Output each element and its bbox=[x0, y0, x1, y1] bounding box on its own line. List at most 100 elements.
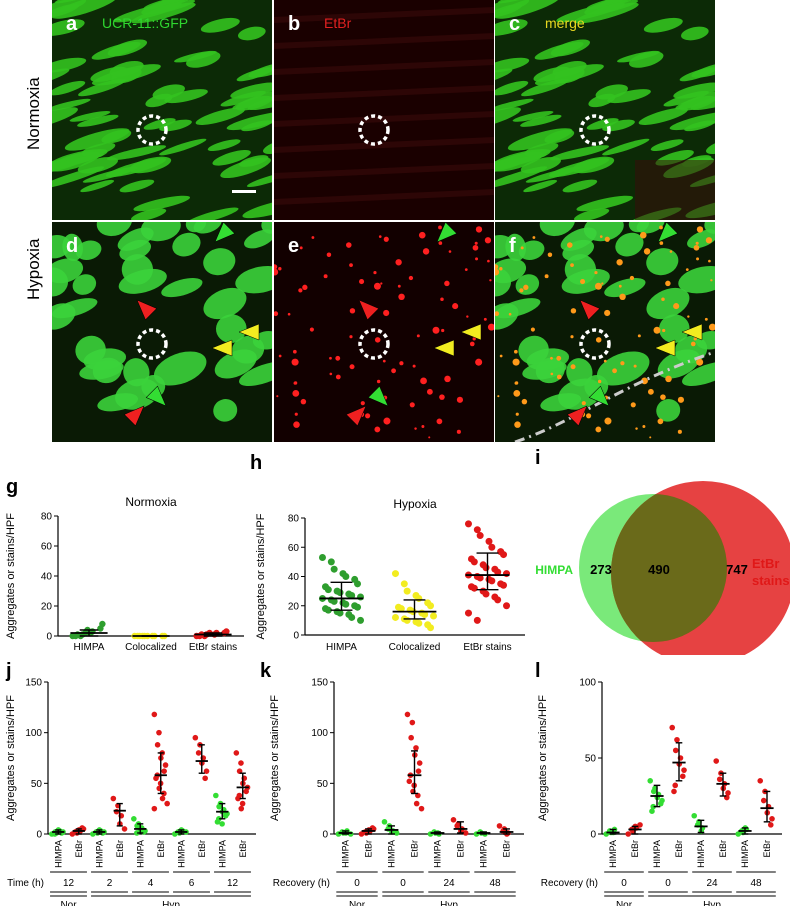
data-point bbox=[767, 822, 774, 828]
venn-label-etbr-line2: stains bbox=[752, 573, 790, 588]
data-point bbox=[131, 816, 137, 822]
data-point bbox=[473, 526, 481, 534]
data-point bbox=[470, 558, 478, 566]
y-tick-label: 0 bbox=[293, 631, 299, 642]
x-tick-label: EtBr bbox=[410, 840, 420, 858]
data-point bbox=[324, 586, 332, 594]
time-value: 12 bbox=[63, 878, 75, 889]
arrowhead bbox=[588, 385, 610, 407]
y-tick-label: 0 bbox=[590, 830, 596, 841]
data-point bbox=[393, 830, 400, 836]
x-tick-label: EtBr bbox=[197, 840, 207, 858]
venn-value-left: 273 bbox=[590, 562, 612, 577]
data-point bbox=[482, 590, 490, 598]
arrowhead bbox=[214, 222, 236, 243]
data-point bbox=[318, 553, 326, 561]
boundary-line bbox=[514, 350, 715, 442]
x-tick-label: HIMPA bbox=[608, 840, 618, 868]
data-point bbox=[354, 580, 362, 588]
y-tick-label: 150 bbox=[311, 678, 328, 689]
arrowhead bbox=[136, 299, 158, 321]
data-point bbox=[415, 594, 423, 602]
x-tick-label: HIMPA bbox=[176, 840, 186, 868]
arrowhead bbox=[436, 222, 458, 243]
venn-overlap bbox=[611, 494, 727, 642]
region-circle bbox=[579, 114, 611, 146]
data-point bbox=[669, 724, 676, 731]
panel-letter-d: d bbox=[66, 235, 78, 257]
data-point bbox=[488, 543, 496, 551]
y-tick-label: 40 bbox=[288, 572, 300, 583]
data-point bbox=[99, 830, 106, 836]
time-label: Time (h) bbox=[7, 878, 44, 889]
data-point bbox=[203, 768, 210, 774]
x-tick-label: EtBr bbox=[456, 840, 466, 858]
venn-value-center: 490 bbox=[648, 562, 670, 577]
panel-letter-b: b bbox=[288, 13, 300, 35]
data-point bbox=[647, 778, 654, 784]
data-point bbox=[500, 551, 508, 559]
panel-letter-c: c bbox=[509, 13, 520, 35]
data-point bbox=[336, 589, 344, 597]
data-point bbox=[769, 816, 775, 822]
time-value: 24 bbox=[443, 878, 455, 889]
data-point bbox=[195, 750, 202, 756]
region-circle bbox=[358, 114, 390, 146]
time-value: 0 bbox=[621, 878, 627, 889]
arrowhead bbox=[211, 339, 233, 357]
venn-label-etbr: EtBr stains bbox=[752, 555, 790, 589]
arrowhead bbox=[657, 222, 679, 243]
panel-caption-c: merge bbox=[545, 15, 585, 31]
y-axis-label: Aggregates or stains/HPF bbox=[255, 513, 267, 639]
micrograph-d: d bbox=[52, 222, 272, 442]
y-tick-label: 0 bbox=[46, 632, 52, 643]
data-point bbox=[503, 570, 511, 578]
y-axis-label: Aggregates or stains/HPF bbox=[537, 695, 549, 821]
panel-letter-h: h bbox=[250, 452, 263, 474]
data-point bbox=[238, 805, 245, 812]
chart-l-recovery: 0 50 100 Aggregates or stains/HPF HIMPA EtBr H… bbox=[537, 678, 782, 906]
y-tick-label: 60 bbox=[41, 542, 53, 553]
data-point bbox=[415, 768, 422, 774]
data-point bbox=[113, 808, 120, 815]
arrowhead bbox=[238, 323, 260, 341]
arrowhead bbox=[145, 385, 167, 407]
data-point bbox=[408, 734, 414, 741]
group-label: Hyp bbox=[703, 900, 721, 906]
y-axis-label: Aggregates or stains/HPF bbox=[5, 513, 17, 639]
data-point bbox=[400, 580, 408, 588]
data-point bbox=[192, 734, 199, 741]
data-point bbox=[713, 758, 720, 764]
data-point bbox=[450, 817, 457, 823]
data-point bbox=[357, 593, 365, 601]
y-tick-label: 100 bbox=[311, 728, 328, 739]
data-point bbox=[650, 788, 657, 795]
x-tick-label: EtBr bbox=[674, 840, 684, 858]
data-point bbox=[223, 628, 230, 635]
data-point bbox=[214, 819, 221, 825]
data-point bbox=[637, 822, 643, 828]
arrowhead bbox=[681, 323, 703, 341]
y-tick-label: 60 bbox=[288, 543, 300, 554]
data-point bbox=[403, 587, 411, 595]
x-tick-label: EtBr bbox=[502, 840, 512, 858]
data-point bbox=[239, 800, 246, 807]
x-tick-label: EtBr bbox=[762, 840, 772, 858]
data-point bbox=[454, 823, 460, 829]
data-point bbox=[649, 808, 655, 814]
region-circle bbox=[136, 328, 168, 360]
y-axis-label: Aggregates or stains/HPF bbox=[5, 695, 17, 821]
panel-caption-a: UCR-11::GFP bbox=[102, 15, 188, 31]
data-point bbox=[151, 711, 158, 718]
y-tick-label: 100 bbox=[25, 728, 42, 739]
data-point bbox=[476, 532, 484, 540]
data-point bbox=[161, 768, 167, 774]
data-point bbox=[110, 795, 117, 802]
panel-letter-k: k bbox=[260, 660, 272, 682]
chart-title: Hypoxia bbox=[393, 497, 437, 511]
x-tick-label: EtBr bbox=[238, 840, 248, 858]
data-point bbox=[427, 624, 435, 632]
data-point bbox=[216, 803, 222, 810]
data-point bbox=[421, 611, 429, 619]
data-point bbox=[500, 581, 508, 589]
